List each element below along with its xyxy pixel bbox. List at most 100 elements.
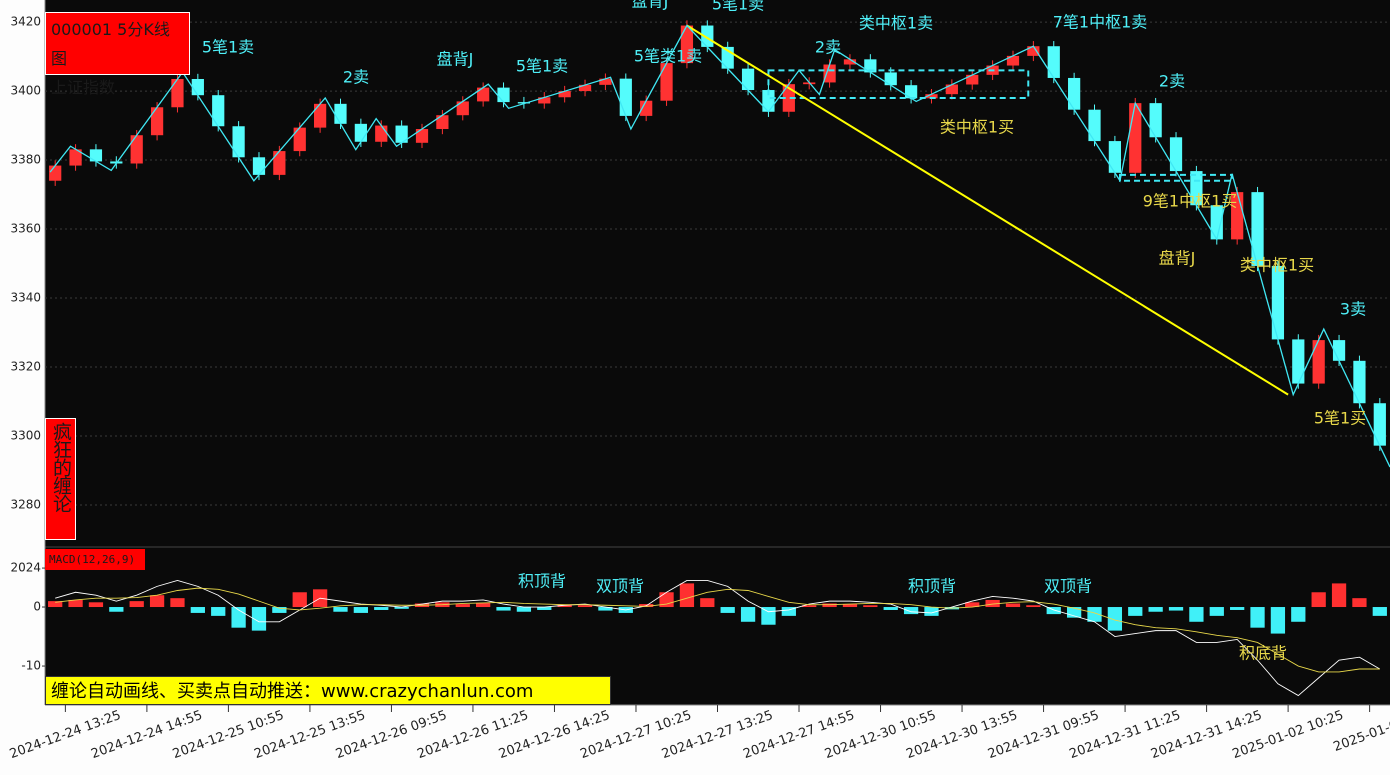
y-tick-label: 3380 [10,153,41,167]
macd-bar [109,607,124,612]
candle-body [1332,340,1346,361]
candle-body [843,59,857,65]
candle-body [1353,360,1366,404]
candle-body [1068,77,1081,110]
macd-bar [1087,607,1102,622]
macd-bar [1331,583,1347,608]
macd-bar [129,601,144,608]
macd-bar [781,607,796,616]
annotation: 双顶背 [1044,577,1092,596]
macd-bar [1230,607,1245,610]
candle-body [904,85,918,99]
candle-body [89,149,103,162]
candle-body [477,87,490,102]
candle-body [191,78,204,96]
annotation: 积顶背 [518,572,566,591]
candle-body [640,100,653,116]
y-tick-label: 3300 [10,429,41,443]
macd-bar [476,602,491,608]
annotation: 盘背J [437,50,474,69]
candle-body [314,103,327,128]
macd-bar [740,607,756,622]
candle-body [395,125,408,143]
macd-bar [822,603,837,608]
macd-bar [1168,607,1184,611]
macd-bar [842,604,858,608]
candle-body [925,94,938,99]
annotation: 5笔1卖 [712,0,764,14]
candle-body [130,135,143,164]
annotation: 盘背J [1159,249,1196,268]
candle-body [497,87,510,103]
annotation: 类中枢1卖 [859,14,933,33]
macd-bar [1372,607,1387,616]
macd-bar [577,605,593,608]
macd-bar [679,583,695,608]
macd-line [55,579,1381,697]
macd-bar [1005,603,1021,608]
macd-bar [883,607,898,610]
candle-body [436,115,449,130]
annotation: 3卖 [1340,300,1366,319]
candle-body [1251,192,1264,266]
macd-bar [537,607,552,610]
candle-body [150,107,164,136]
macd-bar [1189,607,1204,622]
candle-body [1271,265,1285,340]
candle-body [884,72,897,86]
annotation: 积底背 [1239,644,1287,663]
y-tick-label: 3340 [10,291,41,305]
annotation: 7笔1中枢1卖 [1053,13,1148,32]
macd-bar [292,592,307,608]
macd-bar [496,607,511,611]
macd-bar [211,607,226,616]
macd-bar [1311,592,1326,608]
macd-bar [374,607,389,610]
candle-body [741,68,755,91]
candle-body [232,126,245,158]
plot-background [45,0,1390,705]
annotation: 5笔1卖 [202,38,254,57]
macd-bar [924,607,939,616]
candle-body [558,91,571,98]
candle-body [1129,103,1142,173]
candle-body [293,127,306,152]
macd-bar [863,605,878,608]
candle-body [1108,141,1121,173]
macd-bar [1026,605,1041,608]
macd-bar [333,607,348,612]
annotation: 类中枢1买 [940,118,1014,137]
candle-body [354,123,367,142]
bi-line [49,24,1390,468]
macd-bar [516,607,532,612]
zhongshu-box [767,69,1030,99]
candle-body [1312,340,1325,384]
candle-body [1190,171,1203,206]
macd-bar [700,598,715,608]
candle-body [680,25,694,64]
macd-bar [1066,607,1082,618]
candle-body [1169,137,1183,172]
candle-body [762,90,775,112]
y-tick-label: 3400 [10,84,41,98]
annotation: 积顶背 [908,577,956,596]
candle-body [1027,46,1040,56]
candle-body [273,151,286,175]
candle-body [538,97,551,104]
candle-body [1149,103,1162,138]
macd-bar [720,607,735,613]
candle-body [517,102,531,104]
y-tick-label: 0 [33,600,41,614]
y-tick-label: 3420 [10,15,41,29]
candle-body [1088,109,1101,142]
y-tick-label: 3280 [10,497,41,511]
macd-bar [68,599,83,608]
macd-bar [985,599,1000,608]
annotation: 盘背J [632,0,669,11]
macd-bar [170,598,185,608]
candle-body [864,59,877,73]
candle-body [456,101,469,116]
macd-bar [1250,607,1265,628]
candle-body [1292,339,1305,384]
